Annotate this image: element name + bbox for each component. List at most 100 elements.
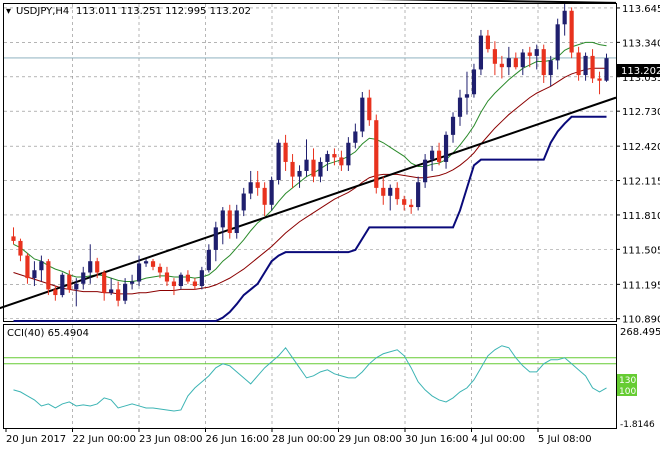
candle-body (443, 134, 449, 162)
slow-moving-average (13, 67, 607, 295)
candle-body (116, 289, 121, 301)
current-price-value: 113.202 (621, 66, 660, 77)
ohlc-readout: 113.011 113.251 112.995 113.202 (76, 6, 251, 17)
cci-level-100-tag (617, 385, 637, 396)
cci-level-130-tag (617, 374, 637, 385)
candle-body (11, 236, 16, 241)
candle-body (402, 199, 407, 205)
candle-body (143, 261, 149, 264)
candle-body (262, 187, 267, 205)
candle-body (471, 69, 477, 95)
time-tick-label: 26 Jun 16:00 (206, 434, 270, 445)
candle-body (248, 182, 253, 194)
candle-body (450, 116, 456, 135)
candle-body (576, 52, 581, 76)
price-tick-label: 111.195 (622, 280, 660, 291)
candle-body (562, 10, 567, 25)
candle-body (136, 263, 142, 282)
candle-body (374, 120, 379, 188)
time-tick-label: 22 Jun 00:00 (73, 434, 137, 445)
time-tick-label: 4 Jul 00:00 (472, 434, 526, 445)
candle-body (548, 60, 553, 76)
candle-body (499, 63, 504, 68)
candle-body (520, 52, 525, 68)
candle-body (492, 49, 497, 64)
candle-body (409, 204, 414, 208)
candle-body (346, 142, 351, 166)
candle-body (67, 274, 72, 290)
candle-body (192, 281, 197, 287)
candle-body (597, 78, 602, 81)
symbol-label: USDJPY,H4 (16, 6, 69, 17)
cci-scale-top: 268.4955 (620, 327, 660, 338)
cci-level-100-value: 100 (619, 387, 636, 397)
candle-body (395, 187, 400, 200)
current-price-tag (617, 64, 660, 77)
candle-body (46, 261, 51, 290)
candle-body (241, 193, 246, 211)
price-tick-label: 111.810 (622, 211, 660, 222)
time-tick-label: 23 Jun 08:00 (139, 434, 203, 445)
candle-body (39, 261, 44, 271)
candle-body (269, 179, 274, 205)
candle-body (130, 281, 135, 284)
candle-body (318, 161, 323, 177)
candle-body (74, 283, 79, 290)
price-tick-label: 112.420 (622, 142, 660, 153)
candle-body (555, 24, 560, 61)
candle-body (157, 266, 163, 273)
candle-body (430, 150, 435, 160)
candle-body (381, 187, 386, 196)
cci-scale-bottom: -1.8146 (620, 420, 655, 430)
time-tick-label: 20 Jun 2017 (6, 434, 66, 445)
candle-body (353, 131, 358, 143)
time-tick-label: 29 Jun 08:00 (339, 434, 403, 445)
time-tick-label: 28 Jun 00:00 (272, 434, 336, 445)
price-tick-label: 113.340 (622, 38, 660, 49)
candle-body (206, 249, 211, 271)
candle-body (199, 270, 204, 287)
candle-body (276, 142, 281, 180)
candle-body (102, 272, 107, 293)
candle-body (583, 55, 588, 76)
cci-label: CCI(40) 65.4904 (7, 328, 89, 339)
candle-body (88, 261, 93, 273)
candle-body (478, 35, 484, 70)
candle-body (513, 58, 518, 68)
candle-body (304, 159, 309, 171)
candle-body (325, 154, 330, 162)
candle-body (81, 272, 86, 284)
time-tick-label: 30 Jun 16:00 (405, 434, 469, 445)
candle-body (436, 150, 442, 162)
price-tick-label: 113.035 (622, 73, 660, 84)
candle-body (423, 159, 428, 183)
candle-body (527, 52, 532, 56)
candle-body (485, 35, 490, 50)
candle-body (18, 240, 23, 256)
candle-body (416, 182, 421, 208)
candle-body (150, 261, 156, 267)
price-tick-label: 110.890 (622, 315, 660, 326)
resistance-trendline (371, 0, 617, 4)
cci-level-130-value: 130 (619, 376, 636, 386)
price-tick-label: 111.505 (622, 245, 660, 256)
time-tick-label: 5 Jul 08:00 (538, 434, 592, 445)
support-trendline (0, 96, 617, 310)
candle-body (213, 227, 218, 250)
candle-body (311, 159, 316, 177)
candle-body (53, 289, 58, 296)
price-tick-label: 112.115 (622, 177, 660, 188)
indicator-pane-frame (3, 324, 617, 429)
candle-body (123, 283, 128, 301)
candle-body (297, 170, 302, 177)
price-series (0, 0, 617, 322)
indicator-series (4, 345, 616, 412)
price-tick-label: 112.730 (622, 107, 660, 118)
candle-body (234, 210, 239, 234)
candle-body (109, 289, 114, 293)
candle-body (541, 49, 546, 76)
candle-body (457, 97, 463, 117)
candle-body (171, 281, 177, 287)
candle-body (164, 272, 170, 282)
candle-body (569, 10, 574, 53)
